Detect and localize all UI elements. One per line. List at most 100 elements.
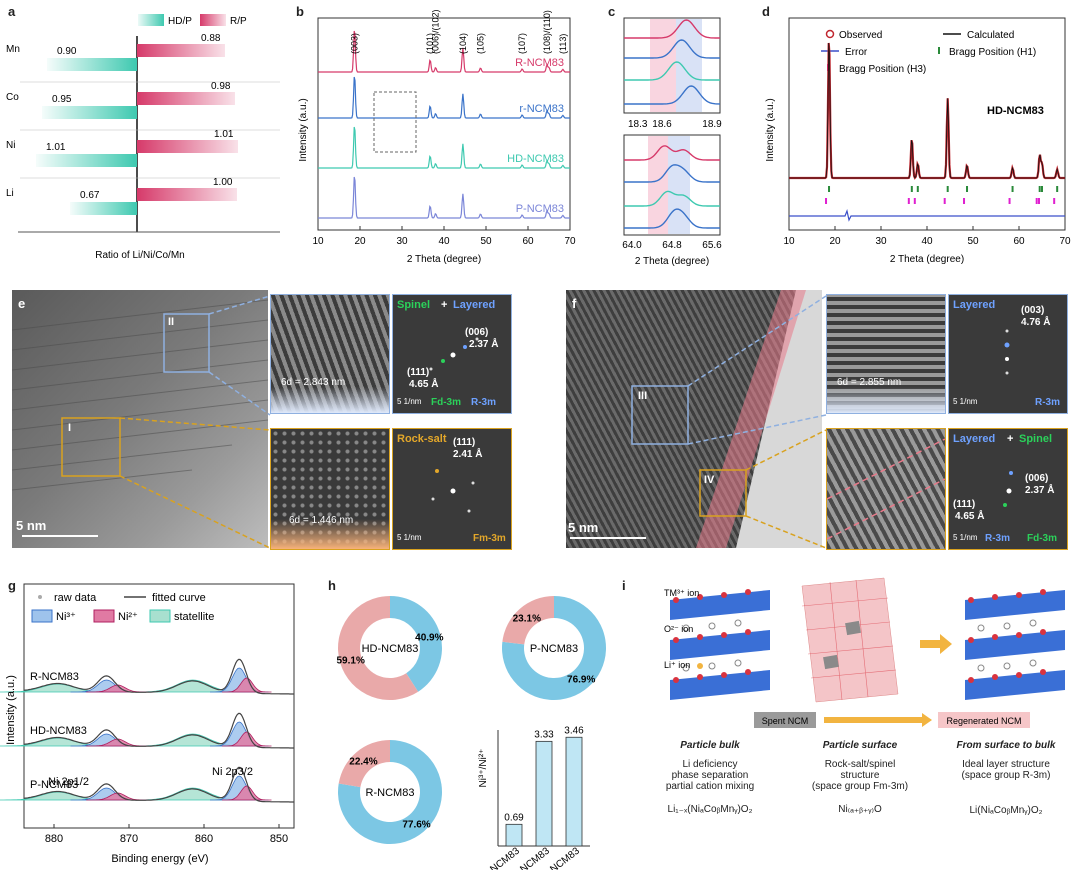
- i-ion-o: O²⁻ ion: [664, 624, 693, 634]
- panel-a-label: a: [8, 4, 16, 19]
- h-donut-value: 77.6%: [402, 819, 430, 830]
- e-fft2-title: Rock-salt: [397, 433, 447, 445]
- e-fft2-l1: (111): [453, 437, 476, 448]
- c-bottom-curve: [624, 164, 720, 183]
- b-series-line: [318, 176, 570, 219]
- f-fft2-layered: Layered: [953, 433, 996, 445]
- legend-swatch-rp: [200, 14, 226, 26]
- panel-c-chart: 18.3 18.6 18.9 64.0 64.8 65.6 2 Theta (d…: [622, 17, 722, 267]
- d-bragg-h3: [1008, 198, 1011, 204]
- f-scale-label: 5 nm: [568, 520, 599, 535]
- i-col2-formula: Ni₍ₐ₊ᵦ₊ᵧ₎O: [838, 804, 882, 815]
- d-tick-label: 70: [1059, 236, 1071, 247]
- f-inset-IV: [826, 428, 946, 550]
- panel-c-label: c: [608, 4, 616, 19]
- d-bragg-h1: [1056, 186, 1059, 192]
- d-bragg-h1: [910, 186, 913, 192]
- g-legend-ni3: Ni³⁺: [56, 611, 76, 623]
- f-box-IV: [699, 469, 747, 517]
- g-peak-label-1: Ni 2p1/2: [48, 776, 89, 788]
- arrow-icon: [920, 634, 952, 654]
- d-ylabel: Intensity (a.u.): [765, 98, 776, 161]
- i-col3-line2: (space group R-3m): [961, 770, 1051, 781]
- g-peak-label-2: Ni 2p3/2: [212, 766, 253, 778]
- c-bottom-frame: [623, 134, 721, 236]
- c-bottom-curve: [624, 145, 720, 161]
- e-fft2-l1b: 2.41 Å: [453, 449, 483, 460]
- f-fft2-plus: +: [1007, 433, 1014, 445]
- b-series-line: [318, 126, 570, 169]
- f-fft1-title: Layered: [953, 299, 996, 311]
- h-bar-category: HD-NCM83: [474, 845, 522, 870]
- h-donut-label: R-NCM83: [366, 787, 415, 799]
- h-donut-slice: [338, 740, 390, 788]
- panel-g-chart: raw data fitted curve Ni³⁺ Ni²⁺ statelli…: [0, 583, 295, 865]
- i-col2-title: Particle surface: [822, 740, 898, 751]
- g-legend-ni3-swatch: [31, 609, 53, 623]
- c-top-frame: [623, 17, 721, 114]
- d-bragg-h1: [966, 186, 969, 192]
- d-tick-label: 10: [783, 236, 795, 247]
- h-donut-value: 22.4%: [349, 757, 377, 768]
- d-bragg-h1: [828, 186, 831, 192]
- a-bar-hdp: [70, 202, 137, 215]
- e-fft1-spinel: Spinel: [397, 299, 431, 311]
- a-row-label: Li: [6, 188, 14, 199]
- e-inset-II: 6d = 2.843 nm: [270, 294, 390, 414]
- e-fft1-scale: 5 1/nm: [397, 397, 422, 406]
- d-bragg-h1: [1038, 186, 1041, 192]
- regen-ncm-label: Regenerated NCM: [946, 716, 1021, 726]
- c-xlabel: 2 Theta (degree): [635, 256, 709, 267]
- regen-structure: [965, 589, 1065, 700]
- b-peak-label: (104): [458, 33, 468, 54]
- b-tick-label: 50: [480, 236, 492, 247]
- a-bar-rp: [137, 92, 235, 105]
- i-col1-line2: phase separation: [671, 770, 749, 781]
- b-series-label: P-NCM83: [516, 203, 564, 215]
- spent-ncm-label: Spent NCM: [762, 716, 809, 726]
- e-zoom-lines: [119, 295, 271, 549]
- b-zoom-box: [373, 91, 417, 153]
- i-col3-title: From surface to bulk: [956, 740, 1056, 751]
- e-box-II: [163, 313, 210, 373]
- d-xlabel: 2 Theta (degree): [890, 254, 964, 265]
- e-box-I: [61, 417, 121, 477]
- e-fft1-foot-a: Fd-3m: [431, 397, 461, 408]
- f-fft1-foot: R-3m: [1035, 397, 1061, 408]
- b-tick-label: 30: [396, 236, 408, 247]
- b-series-line: [318, 30, 570, 73]
- f-fft2-l1: (006): [1025, 473, 1049, 484]
- d-legend-observed: Observed: [839, 30, 882, 41]
- b-series-label: HD-NCM83: [507, 153, 564, 165]
- b-tick-label: 20: [354, 236, 366, 247]
- f-fft2-foot-b: Fd-3m: [1027, 533, 1057, 544]
- e-fft2-scale: 5 1/nm: [397, 533, 422, 542]
- h-bar-value: 3.33: [534, 729, 554, 740]
- h-bar-ylabel: Ni³⁺/Ni²⁺: [478, 749, 489, 788]
- d-tick-label: 30: [875, 236, 887, 247]
- panel-h-label: h: [328, 578, 336, 593]
- c-tick-65.6: 65.6: [702, 240, 722, 251]
- h-bar: [535, 740, 553, 847]
- a-value-hdp: 0.67: [80, 190, 100, 201]
- c-tick-18.6: 18.6: [652, 119, 672, 130]
- h-donut-value: 76.9%: [567, 675, 595, 686]
- f-fft1-l1: (003): [1021, 305, 1045, 316]
- d-tick-label: 40: [921, 236, 933, 247]
- b-series-label: R-NCM83: [515, 57, 564, 69]
- h-donut-value: 40.9%: [415, 632, 443, 643]
- d-bragg-h3: [907, 198, 910, 204]
- c-bottom-curve: [624, 190, 720, 207]
- f-roman-III: III: [638, 390, 648, 402]
- b-xlabel: 2 Theta (degree): [407, 254, 481, 265]
- e-fft1-l1b: 2.37 Å: [469, 339, 499, 350]
- e-fft1-layered: Layered: [453, 299, 496, 311]
- f-inset-III-d: 6d = 2.855 nm: [837, 377, 902, 388]
- b-peak-label: (108)/(110): [542, 10, 552, 54]
- panel-a-xlabel: Ratio of Li/Ni/Co/Mn: [95, 250, 184, 261]
- g-ylabel: Intensity (a.u.): [5, 675, 17, 745]
- e-fft2-foot: Fm-3m: [473, 533, 506, 544]
- f-fft-III: Layered (003) 4.76 Å 5 1/nm R-3m: [948, 294, 1068, 414]
- d-sample-label: HD-NCM83: [987, 105, 1044, 117]
- f-fft1-scale: 5 1/nm: [953, 397, 978, 406]
